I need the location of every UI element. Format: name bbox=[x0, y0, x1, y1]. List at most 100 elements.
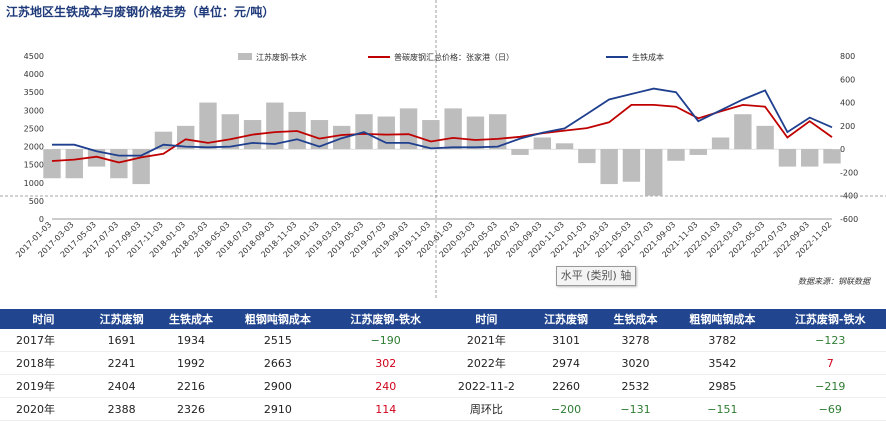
left-tick-label: 4500 bbox=[24, 52, 44, 61]
bar-scrap-iron-spread bbox=[711, 137, 730, 150]
table-header-cell: 时间 bbox=[441, 309, 532, 329]
table-cell: −151 bbox=[670, 397, 775, 421]
bar-scrap-iron-spread bbox=[645, 149, 663, 196]
right-tick-label: 400 bbox=[840, 99, 855, 108]
left-tick-label: 500 bbox=[29, 197, 44, 206]
legend-label: 生铁成本 bbox=[632, 52, 664, 62]
bar-scrap-iron-spread bbox=[177, 125, 195, 150]
right-tick-label: -400 bbox=[840, 192, 858, 201]
bar-scrap-iron-spread bbox=[310, 120, 329, 150]
left-tick-label: 3000 bbox=[24, 106, 44, 115]
left-tick-label: 2000 bbox=[24, 143, 44, 152]
table-cell: −123 bbox=[774, 329, 886, 352]
table-cell: 1691 bbox=[86, 329, 157, 352]
table-cell: 2017年 bbox=[0, 329, 87, 352]
table-header-cell: 生铁成本 bbox=[600, 309, 671, 329]
table-cell: 3101 bbox=[531, 329, 601, 352]
chart-title: 江苏地区生铁成本与废钢价格走势（单位：元/吨） bbox=[6, 5, 275, 19]
table-cell: 2663 bbox=[225, 351, 330, 375]
table-cell: 2532 bbox=[600, 374, 671, 398]
bar-scrap-iron-spread bbox=[43, 149, 61, 179]
bar-scrap-iron-spread bbox=[555, 143, 574, 150]
bar-scrap-iron-spread bbox=[533, 137, 551, 150]
table-cell: 2216 bbox=[156, 374, 226, 398]
table-body: 2017年 1691 1934 2515 −190 2021年 3101 3278 3782 −1… bbox=[0, 329, 886, 421]
table-cell: 7 bbox=[774, 351, 886, 375]
table-row: 2018年 2241 1992 2663 302 2022年 2974 3020 3542 7 bbox=[0, 351, 886, 375]
bar-scrap-iron-spread bbox=[199, 102, 217, 150]
table-cell: −200 bbox=[531, 397, 601, 421]
legend-label: 江苏废钢-铁水 bbox=[256, 52, 307, 62]
right-tick-label: -600 bbox=[840, 215, 858, 224]
legend-swatch bbox=[238, 53, 252, 60]
table-cell: 2018年 bbox=[0, 351, 87, 375]
axis-tooltip: 水平 (类别) 轴 bbox=[556, 266, 636, 286]
table-cell: 2985 bbox=[670, 374, 775, 398]
bar-scrap-iron-spread bbox=[87, 149, 106, 167]
table-cell: 2019年 bbox=[0, 374, 87, 398]
chart-area: 050010001500200025003000350040004500-600… bbox=[0, 0, 886, 300]
table-cell: 2260 bbox=[531, 374, 601, 398]
left-tick-label: 3500 bbox=[24, 88, 44, 97]
left-tick-label: 1500 bbox=[24, 161, 44, 170]
table-cell: 2021年 bbox=[441, 329, 532, 352]
bar-scrap-iron-spread bbox=[734, 114, 752, 150]
bar-scrap-iron-spread bbox=[65, 149, 83, 179]
line-scrap-price bbox=[51, 103, 833, 164]
table-cell: 240 bbox=[329, 374, 442, 398]
right-tick-label: 0 bbox=[840, 145, 845, 154]
right-tick-label: 200 bbox=[840, 122, 855, 131]
bar-scrap-iron-spread bbox=[778, 149, 797, 167]
table-cell: 1934 bbox=[156, 329, 226, 352]
table-cell: −69 bbox=[774, 397, 886, 421]
right-tick-label: 800 bbox=[840, 52, 855, 61]
table-cell: 2241 bbox=[86, 351, 157, 375]
bar-scrap-iron-spread bbox=[689, 149, 707, 155]
bar-scrap-iron-spread bbox=[444, 108, 462, 150]
table-header-cell: 江苏废钢-铁水 bbox=[329, 309, 442, 329]
left-tick-label: 2500 bbox=[24, 124, 44, 133]
table-cell: 3542 bbox=[670, 351, 775, 375]
table-cell: 2020年 bbox=[0, 397, 87, 421]
bar-scrap-iron-spread bbox=[511, 149, 529, 155]
bar-scrap-iron-spread bbox=[422, 120, 440, 150]
left-tick-label: 0 bbox=[39, 215, 44, 224]
table-cell: 周环比 bbox=[441, 397, 532, 421]
table-header-row: 时间 江苏废钢 生铁成本 粗钢吨钢成本 江苏废钢-铁水 时间 江苏废钢 生铁成本 粗钢吨钢成本江… bbox=[0, 309, 886, 329]
table-cell: −219 bbox=[774, 374, 886, 398]
bar-scrap-iron-spread bbox=[801, 149, 819, 167]
table-cell: 2388 bbox=[86, 397, 157, 421]
table-header-cell: 粗钢吨钢成本 bbox=[225, 309, 330, 329]
table-cell: 1992 bbox=[156, 351, 226, 375]
table-cell: 2404 bbox=[86, 374, 157, 398]
table-cell: 2022-11-2 bbox=[441, 374, 532, 398]
table-cell: 2974 bbox=[531, 351, 601, 375]
table-header-cell: 生铁成本 bbox=[156, 309, 226, 329]
table-cell: 3278 bbox=[600, 329, 671, 352]
bar-scrap-iron-spread bbox=[489, 114, 507, 150]
bar-scrap-iron-spread bbox=[377, 116, 395, 150]
table-header-cell: 粗钢吨钢成本 bbox=[670, 309, 775, 329]
table-cell: 2900 bbox=[225, 374, 330, 398]
table-cell: 3020 bbox=[600, 351, 671, 375]
table-cell: 2326 bbox=[156, 397, 226, 421]
table-row: 2017年 1691 1934 2515 −190 2021年 3101 3278 3782 −1… bbox=[0, 329, 886, 352]
table-row: 2020年 2388 2326 2910 114 周环比 −200 −131 −151 −69 bbox=[0, 397, 886, 421]
table-cell: −131 bbox=[600, 397, 671, 421]
bar-scrap-iron-spread bbox=[622, 149, 641, 182]
bar-scrap-iron-spread bbox=[154, 131, 173, 150]
line-iron-cost bbox=[52, 87, 833, 157]
bar-scrap-iron-spread bbox=[399, 108, 418, 150]
table-row: 2019年 2404 2216 2900 240 2022-11-2 2260 2532 298… bbox=[0, 374, 886, 398]
table-cell: 3782 bbox=[670, 329, 775, 352]
table-cell: 2515 bbox=[225, 329, 330, 352]
data-source: 数据来源：钢联数据 bbox=[798, 277, 870, 286]
table-cell: 114 bbox=[329, 397, 442, 421]
data-table: 时间 江苏废钢 生铁成本 粗钢吨钢成本 江苏废钢-铁水 时间 江苏废钢 生铁成本 粗钢吨钢成本江… bbox=[0, 309, 886, 421]
table-cell: 2910 bbox=[225, 397, 330, 421]
left-tick-label: 1000 bbox=[24, 179, 44, 188]
bar-scrap-iron-spread bbox=[266, 102, 284, 150]
right-tick-label: 600 bbox=[840, 75, 855, 84]
bar-scrap-iron-spread bbox=[578, 149, 596, 164]
right-tick-label: -200 bbox=[840, 168, 858, 177]
